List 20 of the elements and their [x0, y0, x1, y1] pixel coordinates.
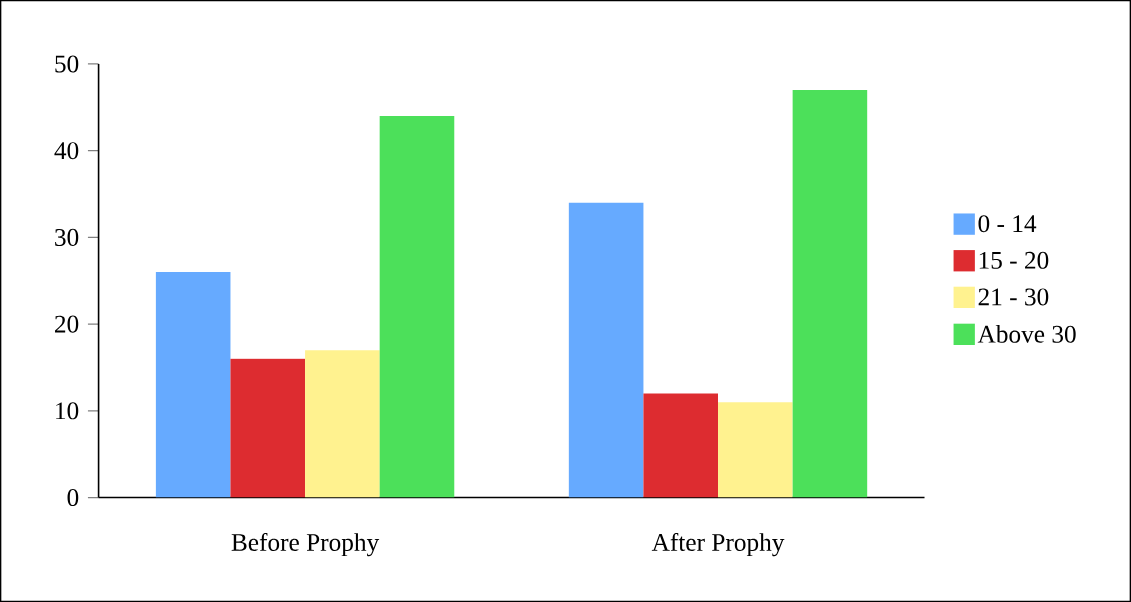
bar [305, 350, 380, 498]
x-tick-label: After Prophy [651, 532, 785, 557]
bar [643, 393, 719, 498]
bar [379, 115, 455, 498]
y-tick-label: 50 [55, 55, 79, 73]
y-tick-label: 10 [56, 402, 79, 420]
y-tick-label: 40 [54, 142, 79, 160]
legend-label: 15 - 20 [979, 251, 1049, 269]
bar [792, 89, 868, 498]
legend-label: 0 - 14 [978, 215, 1037, 233]
bar [155, 272, 231, 498]
bar [718, 402, 793, 498]
bar [230, 358, 306, 498]
y-tick-label: 0 [67, 488, 79, 507]
legend-label: Above 30 [977, 324, 1076, 343]
x-tick-label: Before Prophy [231, 532, 380, 557]
bar [568, 202, 644, 498]
legend-label: 21 - 30 [978, 288, 1049, 306]
y-tick-label: 30 [55, 228, 79, 246]
y-tick-label: 20 [55, 315, 79, 333]
